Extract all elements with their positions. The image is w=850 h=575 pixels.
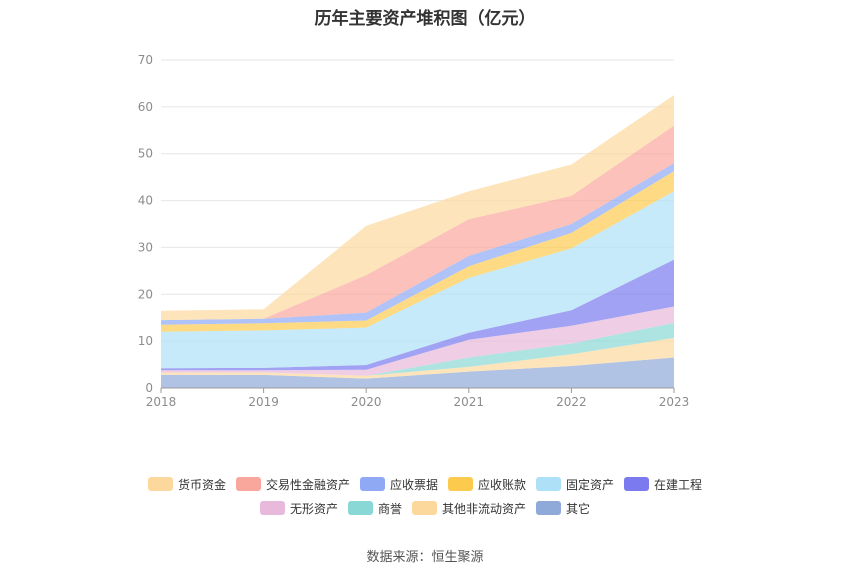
y-tick-label: 70: [138, 53, 153, 67]
x-tick-label: 2023: [659, 395, 690, 409]
y-tick-label: 10: [138, 334, 153, 348]
legend-row: 货币资金 交易性金融资产 应收票据 应收账款 固定资产 在建工程: [0, 472, 850, 496]
area-series-8: [161, 125, 674, 321]
legend-row: 无形资产 商誉 其他非流动资产 其它: [0, 496, 850, 520]
x-tick-label: 2019: [248, 395, 279, 409]
legend-swatch: [359, 477, 385, 491]
legend-swatch: [536, 477, 562, 491]
area-series-2: [161, 322, 674, 376]
legend-label: 商誉: [377, 501, 402, 516]
legend-swatch: [448, 477, 473, 491]
x-tick-label: 2021: [454, 395, 485, 409]
legend-item[interactable]: 交易性金融资产: [235, 476, 350, 493]
area-series-3: [161, 306, 674, 376]
legend-swatch: [147, 477, 173, 491]
y-tick-label: 40: [138, 194, 153, 208]
y-tick-label: 0: [145, 381, 153, 395]
legend-item[interactable]: 固定资产: [536, 476, 614, 493]
area-series-1: [161, 337, 674, 379]
area-series-6: [161, 171, 674, 332]
chart-legend: 货币资金 交易性金融资产 应收票据 应收账款 固定资产 在建工程无形资产 商誉 其他非流动资产…: [0, 472, 850, 520]
legend-item[interactable]: 其它: [536, 500, 590, 517]
legend-swatch: [412, 501, 437, 515]
legend-swatch: [536, 501, 562, 515]
legend-label: 其他非流动资产: [442, 501, 527, 516]
legend-item[interactable]: 其他非流动资产: [412, 500, 526, 517]
legend-label: 应收票据: [389, 477, 438, 492]
legend-item[interactable]: 应收票据: [359, 476, 438, 493]
area-series-0: [161, 357, 674, 388]
legend-swatch: [624, 477, 650, 491]
y-tick-label: 20: [138, 287, 153, 301]
legend-item[interactable]: 应收账款: [448, 476, 526, 493]
legend-label: 应收账款: [478, 477, 527, 492]
x-tick-label: 2020: [351, 395, 382, 409]
legend-item[interactable]: 在建工程: [624, 476, 702, 493]
x-tick-label: 2022: [556, 395, 587, 409]
source-note: 数据来源：恒生聚源: [366, 550, 484, 565]
legend-item[interactable]: 货币资金: [147, 476, 226, 493]
area-series-7: [161, 163, 674, 325]
area-series-4: [161, 259, 674, 371]
chart-title: 历年主要资产堆积图（亿元）: [314, 9, 536, 29]
legend-item[interactable]: 商誉: [347, 500, 402, 517]
legend-label: 无形资产: [289, 501, 338, 516]
legend-swatch: [235, 477, 261, 491]
area-series-5: [161, 191, 674, 369]
legend-swatch: [259, 501, 285, 515]
legend-label: 交易性金融资产: [265, 477, 350, 492]
y-tick-label: 60: [138, 100, 153, 114]
legend-swatch: [347, 501, 373, 515]
chart-plot: 0 10 20 30 40 50 60 70 2018 2019 2020 2021 2022 2023: [138, 53, 690, 409]
legend-item[interactable]: 无形资产: [259, 500, 338, 517]
legend-label: 货币资金: [177, 477, 226, 492]
legend-label: 固定资产: [566, 477, 615, 492]
x-tick-label: 2018: [146, 395, 177, 409]
legend-label: 其它: [566, 501, 591, 516]
legend-label: 在建工程: [654, 477, 703, 492]
y-tick-label: 30: [138, 240, 153, 254]
y-tick-label: 50: [138, 147, 153, 161]
